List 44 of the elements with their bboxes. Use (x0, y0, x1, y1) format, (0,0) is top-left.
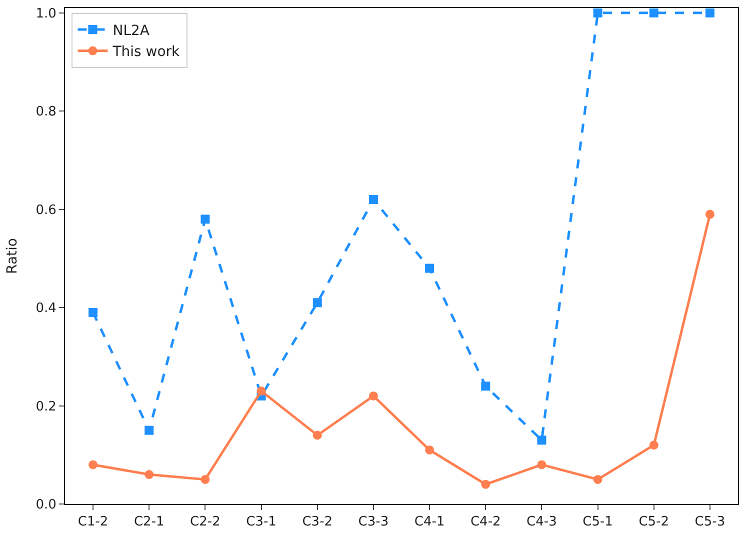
point (537, 460, 546, 470)
point (537, 436, 546, 445)
y-tick-label: 0.4 (36, 301, 56, 316)
legend-label: This work (112, 44, 181, 60)
point (481, 480, 490, 489)
point (593, 474, 602, 484)
point (368, 391, 378, 400)
legend-label: NL2A (112, 23, 150, 40)
x-tick-label: C5-1 (582, 514, 613, 530)
y-tick-label: 1.0 (36, 6, 56, 22)
point (425, 264, 434, 273)
x-tick-label: C3-1 (246, 514, 276, 530)
y-tick-label: 0.6 (36, 202, 56, 218)
x-tick-label: C5-2 (638, 514, 670, 530)
point (649, 8, 658, 18)
point (312, 298, 322, 308)
x-tick-label: C4-2 (470, 514, 501, 530)
y-axis-title: Ratio (4, 238, 20, 274)
y-tick-label: 0.2 (36, 399, 56, 414)
point (649, 440, 658, 450)
x-tick-label: C4-3 (526, 514, 557, 530)
point (256, 386, 266, 396)
point (593, 8, 602, 18)
point (705, 210, 714, 219)
point (200, 214, 210, 224)
x-tick-label: C2-1 (134, 514, 164, 530)
point (481, 382, 490, 391)
point (144, 470, 154, 480)
point (705, 8, 714, 18)
point (200, 474, 210, 484)
x-tick-label: C2-2 (190, 514, 220, 530)
point (88, 308, 98, 317)
x-tick-label: C1-2 (78, 514, 108, 530)
point (144, 426, 154, 435)
point (312, 430, 322, 440)
x-tick-label: C4-1 (414, 514, 445, 530)
x-tick-label: C3-2 (302, 514, 333, 530)
point (368, 195, 378, 204)
y-tick-label: 0.8 (36, 104, 56, 120)
point (88, 460, 98, 470)
x-tick-label: C3-3 (358, 514, 389, 530)
y-tick-label: 0.0 (36, 498, 56, 513)
x-tick-label: C5-3 (694, 514, 726, 530)
point (425, 445, 434, 454)
